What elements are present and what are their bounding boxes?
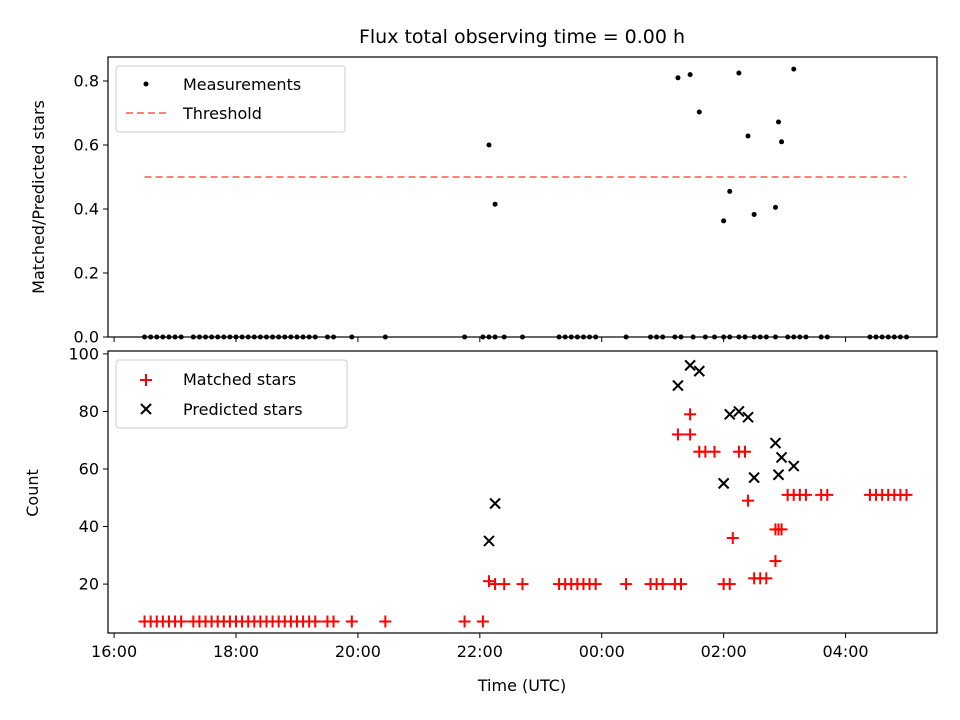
data-point: [671, 428, 684, 441]
data-point: [498, 578, 511, 591]
data-point: [721, 218, 727, 224]
y-tick-label: 0.0: [74, 328, 99, 347]
chart-title: Flux total observing time = 0.00 h: [359, 26, 685, 48]
data-point: [742, 411, 754, 423]
bottom-legend: Matched stars Predicted stars: [115, 359, 348, 429]
data-point: [738, 445, 751, 458]
data-point: [788, 460, 800, 472]
top-y-axis-label: Matched/Predicted stars: [29, 100, 48, 294]
top-legend-box: [115, 65, 346, 133]
x-tick-label: 00:00: [579, 642, 625, 661]
legend-marker-measurements: [143, 81, 149, 87]
data-point: [674, 578, 687, 591]
data-point: [799, 488, 812, 501]
x-tick-label: 22:00: [457, 642, 503, 661]
panel-star-counts: 20 40 60 80 100 16:00 18:00 20:00 22:00 00:00 02:0…: [23, 344, 938, 695]
data-point: [482, 575, 495, 588]
data-point: [776, 119, 782, 125]
y-tick-label: 60: [79, 459, 99, 478]
data-point: [727, 188, 733, 194]
data-point: [696, 109, 702, 115]
data-point: [656, 578, 669, 591]
series-matched-stars: [138, 408, 913, 628]
data-point: [516, 578, 529, 591]
data-point: [489, 497, 501, 510]
legend-label-measurements: Measurements: [183, 75, 301, 94]
y-tick-label: 0.8: [74, 72, 99, 91]
data-point: [742, 494, 755, 507]
data-point: [760, 572, 773, 585]
y-tick-label: 0.4: [74, 200, 99, 219]
x-tick-label: 18:00: [213, 642, 259, 661]
data-point: [175, 615, 188, 628]
data-point: [769, 437, 782, 449]
data-point: [486, 142, 492, 148]
x-axis-label: Time (UTC): [477, 676, 566, 695]
data-point: [724, 408, 736, 421]
x-tick-label: 20:00: [335, 642, 381, 661]
data-point: [309, 615, 322, 628]
x-tick-label: 04:00: [823, 642, 869, 661]
x-tick-label: 16:00: [91, 642, 137, 661]
data-point: [775, 523, 788, 536]
data-point: [483, 535, 495, 547]
data-point: [672, 379, 684, 392]
data-point: [379, 615, 392, 628]
data-point: [675, 75, 681, 81]
data-point: [458, 615, 471, 628]
data-point: [723, 578, 736, 591]
bottom-marks: [138, 359, 913, 628]
data-point: [327, 615, 340, 628]
data-point: [772, 469, 785, 481]
data-point: [900, 488, 913, 501]
data-point: [708, 445, 721, 458]
data-point: [775, 451, 788, 464]
data-point: [751, 211, 757, 217]
legend-label-predicted-stars: Predicted stars: [183, 400, 303, 419]
data-point: [736, 70, 742, 76]
data-point: [620, 578, 633, 591]
bottom-legend-box: [115, 359, 348, 429]
data-point: [589, 578, 602, 591]
y-tick-label: 40: [79, 517, 99, 536]
data-point: [821, 488, 834, 501]
top-plot-frame: [107, 56, 938, 338]
legend-label-matched-stars: Matched stars: [183, 370, 296, 389]
data-point: [684, 359, 696, 372]
data-point: [772, 204, 778, 210]
y-tick-label: 0.2: [74, 264, 99, 283]
data-point: [684, 428, 697, 441]
data-point: [684, 408, 697, 421]
data-point: [476, 615, 489, 628]
data-point: [693, 365, 705, 377]
y-tick-label: 0.6: [74, 136, 99, 155]
y-tick-label: 100: [68, 344, 99, 363]
series-predicted-stars: [483, 359, 800, 547]
data-point: [345, 615, 358, 628]
data-point: [733, 405, 745, 418]
legend-marker-matched-stars: [140, 374, 152, 386]
bottom-axes: 20 40 60 80 100 16:00 18:00 20:00 22:00 00:00 02:0…: [68, 344, 868, 661]
data-point: [791, 66, 797, 72]
data-point: [687, 72, 693, 78]
data-point: [492, 201, 498, 207]
top-legend: Measurements Threshold: [115, 65, 346, 133]
data-point: [769, 555, 782, 568]
bottom-plot-frame: [107, 350, 938, 634]
data-point: [717, 477, 730, 490]
legend-label-threshold: Threshold: [182, 104, 262, 123]
data-point: [779, 139, 785, 145]
x-tick-label: 02:00: [701, 642, 747, 661]
panel-flux-ratio: Flux total observing time = 0.00 h 0.00.…: [29, 26, 938, 347]
data-point: [748, 471, 760, 484]
y-tick-label: 20: [79, 575, 99, 594]
bottom-y-axis-label: Count: [23, 469, 42, 517]
data-point: [745, 133, 751, 139]
legend-marker-predicted-stars: [140, 403, 152, 415]
data-point: [726, 532, 739, 545]
y-tick-label: 80: [79, 402, 99, 421]
top-axes: 0.0 0.2 0.4 0.6 0.8: [74, 72, 847, 347]
